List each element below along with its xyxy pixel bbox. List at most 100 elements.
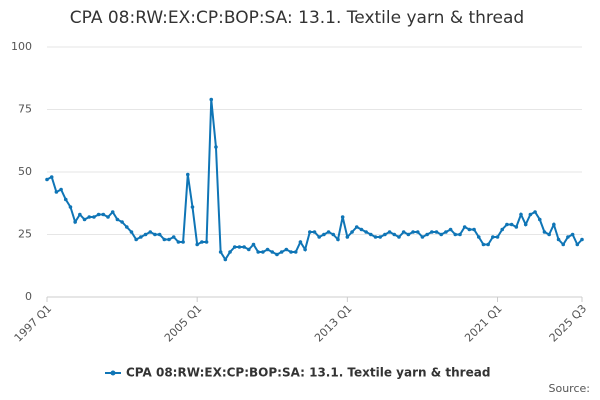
point (411, 230, 415, 234)
point (143, 232, 148, 237)
point (106, 215, 110, 219)
point (110, 210, 115, 214)
y-tick-label: 50 (18, 165, 32, 178)
point (101, 212, 106, 217)
point (467, 227, 472, 232)
point (68, 205, 73, 209)
point (336, 237, 340, 242)
point (251, 242, 256, 247)
point (326, 230, 331, 234)
point (434, 230, 439, 234)
point (397, 235, 401, 239)
point (176, 240, 181, 244)
point (200, 240, 204, 244)
point (232, 245, 237, 249)
y-tick-label: 25 (18, 228, 32, 241)
point (209, 97, 214, 102)
point (63, 197, 68, 202)
point (195, 242, 199, 247)
chart-title: CPA 08:RW:EX:CP:BOP:SA: 13.1. Textile ya… (70, 8, 524, 28)
point (129, 230, 134, 234)
point (54, 190, 59, 194)
point (537, 217, 542, 222)
point (303, 247, 307, 252)
point (364, 230, 368, 234)
point (472, 227, 476, 232)
point (261, 250, 265, 254)
point (115, 217, 120, 222)
point (275, 252, 279, 257)
point (476, 235, 481, 239)
point (134, 237, 138, 242)
legend-marker (110, 370, 116, 376)
point (87, 215, 92, 219)
point (312, 230, 317, 234)
point (462, 225, 467, 229)
point (528, 212, 533, 217)
point (181, 240, 185, 244)
point (345, 235, 350, 239)
y-tick-label: 100 (11, 40, 32, 53)
point (448, 227, 453, 232)
point (552, 222, 556, 227)
point (284, 247, 289, 252)
point (308, 230, 312, 234)
point (453, 232, 458, 237)
point (139, 235, 143, 239)
point (519, 212, 523, 217)
point (373, 235, 378, 239)
point (500, 227, 505, 232)
point (570, 232, 575, 237)
source: Source: (549, 382, 591, 395)
y-tick-label: 75 (18, 103, 32, 116)
point (383, 232, 387, 237)
point (171, 235, 176, 239)
point (354, 225, 359, 229)
point (96, 212, 101, 217)
point (481, 242, 486, 247)
point (575, 242, 580, 247)
point (444, 230, 448, 234)
point (317, 235, 321, 239)
point (279, 250, 284, 254)
point (73, 220, 77, 224)
y-tick-label: 0 (25, 290, 32, 303)
point (298, 240, 303, 244)
point (495, 235, 500, 239)
point (514, 225, 519, 229)
point (228, 250, 232, 254)
point (505, 222, 509, 227)
point (204, 240, 209, 244)
point (246, 247, 251, 252)
point (401, 230, 406, 234)
point (566, 235, 570, 239)
point (561, 242, 566, 247)
point (392, 232, 397, 237)
point (420, 235, 425, 239)
point (162, 237, 167, 242)
point (237, 245, 242, 249)
point (242, 245, 246, 249)
point (78, 212, 82, 217)
point (218, 250, 223, 254)
x-tick-label: 2025 Q3 (547, 302, 590, 345)
point (439, 232, 444, 237)
point (157, 232, 162, 237)
point (547, 232, 551, 237)
point (322, 232, 326, 237)
x-tick-label: 2021 Q1 (462, 302, 505, 345)
series-line (46, 99, 583, 262)
point (556, 237, 561, 242)
point (340, 215, 345, 219)
point (458, 232, 462, 237)
point (167, 237, 171, 242)
point (542, 230, 547, 234)
point (270, 250, 275, 254)
point (265, 247, 270, 252)
point (378, 235, 383, 239)
point (509, 222, 514, 227)
point (486, 242, 490, 247)
point (331, 232, 336, 237)
point (580, 237, 584, 242)
